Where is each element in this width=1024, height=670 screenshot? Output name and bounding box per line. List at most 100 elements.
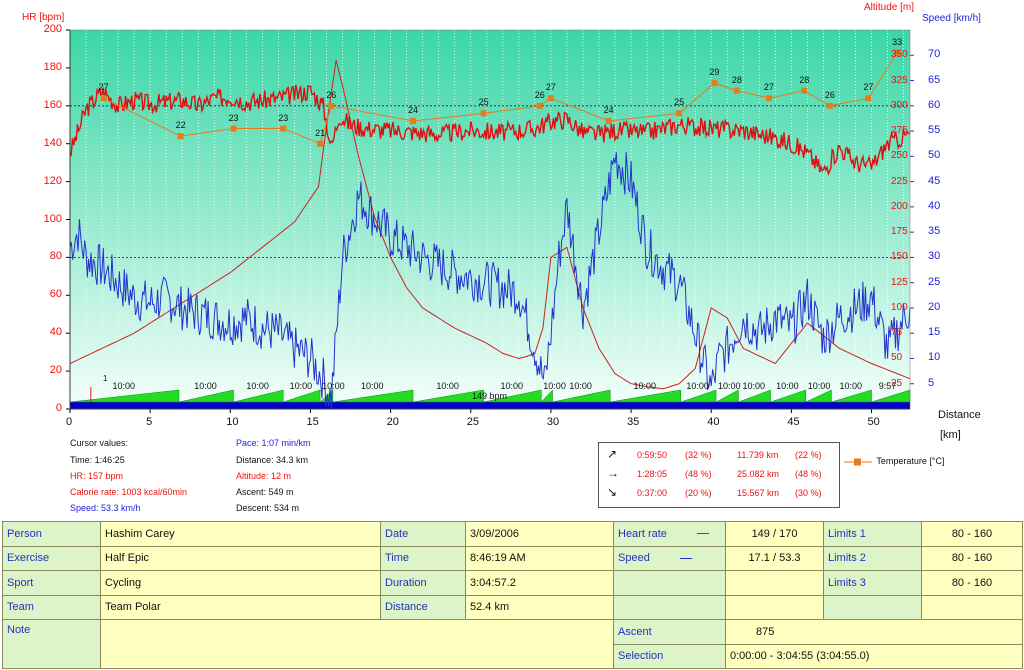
selection-label: Selection xyxy=(613,643,726,669)
temperature-point-label: 24 xyxy=(603,104,614,115)
cursor-time: Time: 1:46:25 xyxy=(70,455,125,465)
altitude-tick-label: 250 xyxy=(891,150,908,162)
temperature-point-label: 23 xyxy=(278,112,289,123)
altitude-axis-title: Altitude [m] xyxy=(864,2,915,13)
lap-time-label: 10:00 xyxy=(633,381,657,391)
cursor-calorie: Calorie rate: 1003 kcal/60min xyxy=(70,487,188,497)
lap-time-label: 10:00 xyxy=(543,381,566,391)
lap-time-label: 10:00 xyxy=(569,381,592,391)
lap-markers xyxy=(69,387,911,409)
speed-tick-label: 5 xyxy=(928,376,935,389)
hr-tick-label: 180 xyxy=(43,60,62,73)
temperature-point-label: 28 xyxy=(731,74,742,85)
temperature-point xyxy=(894,49,901,56)
empty-cell xyxy=(613,594,726,620)
speed-tick-label: 40 xyxy=(928,199,941,212)
limits1-value: 80 - 160 xyxy=(921,521,1023,547)
temperature-point xyxy=(826,102,833,109)
lap-time-label: 10:00 xyxy=(776,381,799,391)
temperature-point-label: 27 xyxy=(863,82,874,93)
selection-value: 0:00:00 - 3:04:55 (3:04:55.0) xyxy=(725,643,1023,669)
heart-rate-label-text: Heart rate xyxy=(618,527,667,540)
cursor-descent: Descent: 534 m xyxy=(236,503,300,513)
axis-ticks xyxy=(66,29,914,413)
cursor-header: Cursor values: xyxy=(70,438,129,448)
exercise-info-table: Person Hashim Carey Date 3/09/2006 Heart… xyxy=(2,521,1023,669)
uphill-arrow-icon: ↗ xyxy=(607,447,618,461)
altitude-tick-label: 175 xyxy=(891,226,908,238)
temperature-point-label: 26 xyxy=(326,89,337,100)
date-value: 3/09/2006 xyxy=(465,521,614,547)
limits3-label: Limits 3 xyxy=(823,570,922,596)
exercise-chart[interactable] xyxy=(0,0,1024,430)
lap-time-label: 10:00 xyxy=(194,381,217,391)
lap-ramp xyxy=(610,389,682,403)
empty-cell xyxy=(725,570,824,596)
distance-tick-label: 5 xyxy=(146,416,153,428)
distance-axis-unit: [km] xyxy=(940,429,961,441)
temperature-point-label: 29 xyxy=(709,67,720,78)
hr-tick-label: 40 xyxy=(49,326,62,339)
speed-line xyxy=(69,152,911,410)
lap-ramp xyxy=(805,389,832,403)
speed-tick-label: 65 xyxy=(928,73,941,86)
lap-time-label: 10:00 xyxy=(718,381,741,391)
lap-time-label: 10:00 xyxy=(322,381,345,391)
stats-time-pct: (20 %) xyxy=(685,488,712,498)
stats-row-flat: → 1:28:05 (48 %) 25.082 km (48 %) xyxy=(599,466,839,484)
temperature-legend-label: Temperature [°C] xyxy=(876,456,945,466)
hr-tick-label: 200 xyxy=(43,23,62,35)
distance-tick-label: 25 xyxy=(466,416,479,428)
speed-tick-label: 15 xyxy=(928,326,941,339)
temperature-point xyxy=(711,80,718,87)
distance-tick-label: 35 xyxy=(627,416,640,428)
temperature-point-label: 24 xyxy=(408,104,419,115)
distance-tick-label: 30 xyxy=(546,416,560,428)
stats-distance-pct: (30 %) xyxy=(795,488,822,498)
temperature-legend-icon xyxy=(844,458,872,466)
limits2-value: 80 - 160 xyxy=(921,545,1023,571)
temperature-point-label: 23 xyxy=(228,112,239,123)
speed-line-icon xyxy=(679,557,692,559)
altitude-tick-label: 300 xyxy=(891,99,908,111)
distance-label: Distance xyxy=(380,594,466,620)
hr-tick-label: 0 xyxy=(55,402,62,414)
temperature-series xyxy=(100,49,901,147)
hr-line-icon xyxy=(696,533,709,535)
cursor-altitude: Altitude: 12 m xyxy=(236,471,292,481)
altitude-tick-label: 350 xyxy=(891,49,908,61)
stats-time: 0:37:00 xyxy=(637,488,668,498)
lap-marker-label: 1 xyxy=(103,374,108,383)
limits3-value: 80 - 160 xyxy=(921,570,1023,596)
stats-time: 1:28:05 xyxy=(637,469,668,479)
speed-axis-title: Speed [km/h] xyxy=(922,13,981,24)
hr-tick-label: 60 xyxy=(49,288,62,301)
altitude-tick-label: 25 xyxy=(891,377,903,389)
temperature-point-label: 28 xyxy=(799,74,810,85)
speed-tick-label: 70 xyxy=(928,48,941,61)
stats-row-uphill: ↗ 0:59:50 (32 %) 11.739 km (22 %) xyxy=(599,447,839,465)
stats-distance: 15.567 km xyxy=(737,488,780,498)
temperature-point xyxy=(801,87,808,94)
temperature-point-label: 22 xyxy=(175,120,186,131)
stats-distance-pct: (22 %) xyxy=(795,450,822,460)
lap-time-label: 10:00 xyxy=(289,381,313,391)
speed-tick-label: 25 xyxy=(928,275,941,288)
time-value: 8:46:19 AM xyxy=(465,545,614,571)
temperature-point-label: 27 xyxy=(98,82,109,93)
lap-time-label: 9:57 xyxy=(878,381,897,391)
lap-ramp xyxy=(178,389,234,403)
cursor-distance: Distance: 34.3 km xyxy=(236,455,309,465)
speed-tick-label: 45 xyxy=(928,174,941,187)
temperature-point-label: 26 xyxy=(824,89,835,100)
uphill-flat-downhill-stats: ↗ 0:59:50 (32 %) 11.739 km (22 %) → 1:28… xyxy=(598,442,840,508)
lap-time-label: 10:00 xyxy=(436,381,459,391)
chart-series xyxy=(69,60,911,410)
distance-tick-label: 50 xyxy=(867,416,880,428)
temperature-point-label: 25 xyxy=(478,97,489,108)
speed-tick-label: 30 xyxy=(928,250,941,263)
altitude-tick-label: 200 xyxy=(891,200,908,212)
lap-time-label: 10:00 xyxy=(742,381,766,391)
sport-value: Cycling xyxy=(100,570,381,596)
note-value[interactable] xyxy=(100,619,614,669)
